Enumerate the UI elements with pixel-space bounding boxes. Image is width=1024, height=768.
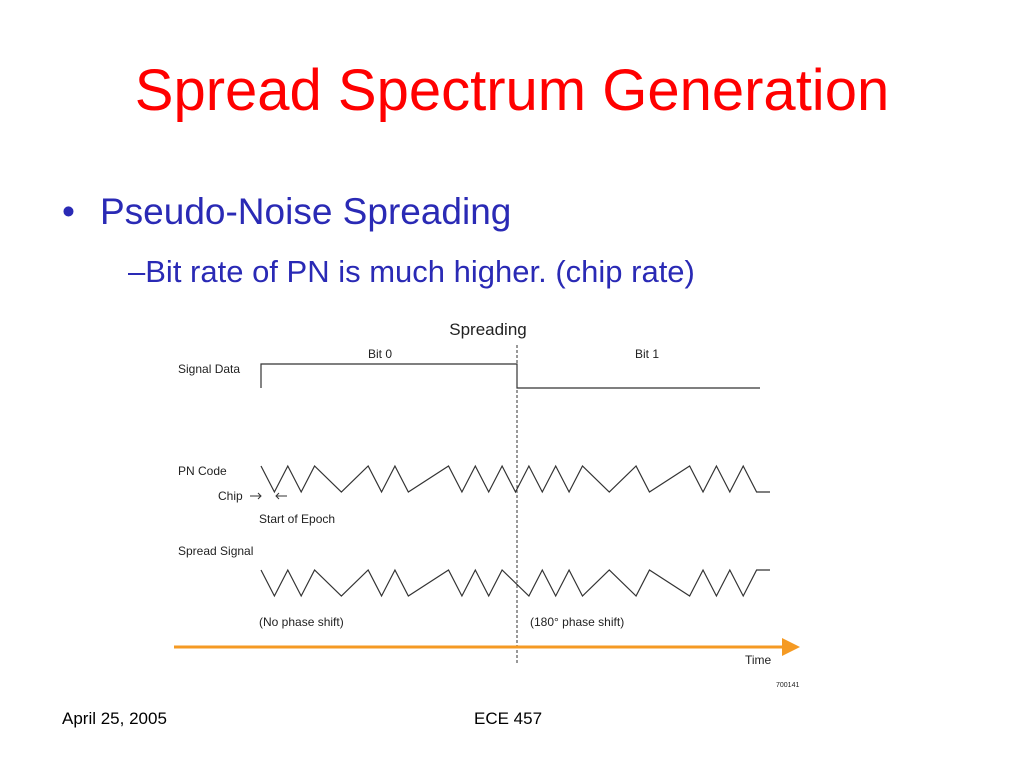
- footer-course: ECE 457: [474, 709, 543, 728]
- phase-shift-label: (180° phase shift): [530, 615, 624, 629]
- figure-id-label: 700141: [776, 682, 799, 689]
- no-phase-shift-label: (No phase shift): [259, 615, 344, 629]
- spread-signal-label: Spread Signal: [178, 544, 253, 558]
- bit0-label: Bit 0: [368, 347, 392, 361]
- signal-data-waveform: [260, 363, 760, 389]
- time-label: Time: [745, 653, 772, 667]
- sub-bullet-marker: –: [128, 254, 146, 289]
- chip-label: Chip: [218, 489, 243, 503]
- sub-bullet-text: Bit rate of PN is much higher. (chip rat…: [145, 254, 695, 289]
- start-of-epoch-label: Start of Epoch: [259, 512, 335, 526]
- pn-code-label: PN Code: [178, 464, 227, 478]
- bullet-item: • Pseudo-Noise Spreading: [62, 193, 511, 230]
- pn-code-waveform: [260, 464, 770, 494]
- footer-date: April 25, 2005: [62, 709, 167, 728]
- diagram-title: Spreading: [449, 320, 527, 339]
- sub-bullet-item: –Bit rate of PN is much higher. (chip ra…: [128, 256, 695, 287]
- spread-signal-waveform: [260, 568, 770, 598]
- time-arrow-head: [782, 638, 800, 656]
- bit1-label: Bit 1: [635, 347, 659, 361]
- bullet-text: Pseudo-Noise Spreading: [100, 191, 512, 232]
- bullet-marker: •: [62, 191, 75, 232]
- slide-title: Spread Spectrum Generation: [134, 58, 890, 123]
- signal-data-label: Signal Data: [178, 362, 240, 376]
- chip-width-marker: [250, 492, 287, 500]
